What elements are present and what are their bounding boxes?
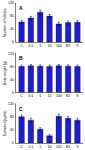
svg-text:C: C xyxy=(20,145,23,149)
svg-text:0.1: 0.1 xyxy=(28,94,33,98)
svg-text:80: 80 xyxy=(10,65,14,69)
svg-text:40: 40 xyxy=(10,78,14,82)
svg-text:80: 80 xyxy=(10,14,14,18)
svg-text:C: C xyxy=(20,94,23,98)
svg-text:100: 100 xyxy=(56,94,62,98)
svg-text:120: 120 xyxy=(8,102,14,106)
svg-text:Body weight (g): Body weight (g) xyxy=(3,61,7,85)
svg-text:1: 1 xyxy=(39,145,41,149)
svg-text:100: 100 xyxy=(56,44,62,48)
svg-text:Estradiol (pg/ml): Estradiol (pg/ml) xyxy=(3,111,7,136)
svg-text:E2: E2 xyxy=(66,44,70,48)
svg-text:10: 10 xyxy=(48,94,52,98)
svg-text:0.1: 0.1 xyxy=(28,44,33,48)
svg-text:0: 0 xyxy=(12,40,14,44)
svg-text:Number of follicles: Number of follicles xyxy=(3,8,7,37)
svg-text:1: 1 xyxy=(39,44,41,48)
svg-text:40: 40 xyxy=(10,128,14,132)
svg-text:120: 120 xyxy=(8,1,14,5)
svg-text:0.1: 0.1 xyxy=(28,145,33,149)
svg-text:40: 40 xyxy=(10,27,14,31)
svg-text:80: 80 xyxy=(10,115,14,119)
svg-text:E2: E2 xyxy=(66,94,70,98)
svg-text:0: 0 xyxy=(12,91,14,95)
svg-text:C: C xyxy=(19,106,23,112)
svg-text:0: 0 xyxy=(12,141,14,145)
svg-text:V: V xyxy=(76,94,79,98)
svg-text:V: V xyxy=(76,44,79,48)
svg-text:V: V xyxy=(76,145,79,149)
svg-text:10: 10 xyxy=(48,44,52,48)
svg-text:A: A xyxy=(19,5,23,11)
svg-text:B: B xyxy=(19,55,23,61)
svg-text:C: C xyxy=(20,44,23,48)
svg-text:1: 1 xyxy=(39,94,41,98)
svg-text:10: 10 xyxy=(48,145,52,149)
svg-text:100: 100 xyxy=(56,145,62,149)
svg-text:E2: E2 xyxy=(66,145,70,149)
svg-text:120: 120 xyxy=(8,52,14,56)
